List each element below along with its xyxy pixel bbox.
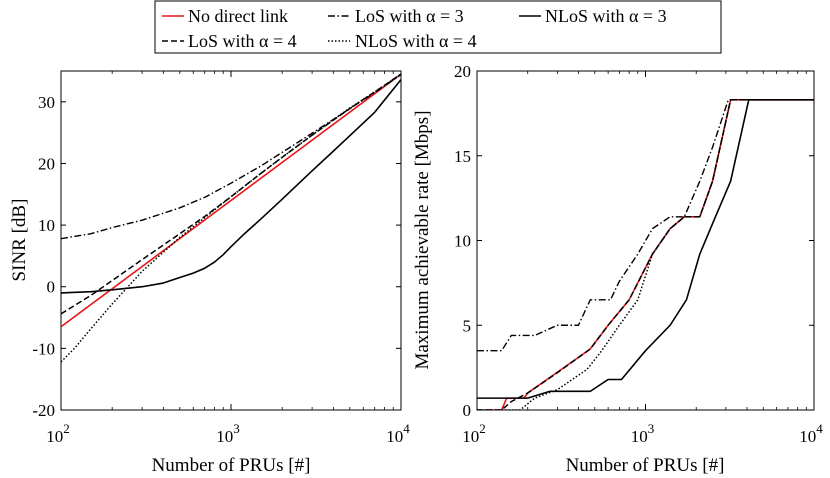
sinr-series-line-4	[61, 73, 401, 315]
rate-y-tick-label: 0	[463, 401, 472, 420]
sinr-series-line-2	[61, 74, 401, 240]
rate-x-tick-label: 104	[799, 421, 823, 446]
rate-panel: 0 5 10 15 20 102 103 104 Number of PRUs [#] Max…	[412, 62, 823, 476]
rate-series-line-5	[477, 99, 814, 410]
sinr-series-line-1	[61, 73, 401, 328]
sinr-y-tick-label: 10	[38, 216, 55, 235]
sinr-x-tick-label: 104	[386, 421, 410, 446]
sinr-y-tick-label: -10	[32, 339, 55, 358]
sinr-x-axis-label: Number of PRUs [#]	[152, 455, 311, 476]
sinr-y-tick-label: -20	[32, 401, 55, 420]
rate-series-line-2	[477, 99, 814, 352]
rate-series-line-1	[477, 99, 814, 410]
sinr-series	[61, 73, 401, 363]
legend-entry-label-5: NLoS with α = 4	[355, 31, 477, 51]
rate-series	[477, 99, 814, 410]
sinr-series-line-5	[61, 73, 401, 363]
sinr-ticks: -20 -10 0 10 20 30 102 103 104	[32, 71, 410, 446]
rate-series-line-4	[477, 99, 814, 410]
rate-x-axis-label: Number of PRUs [#]	[566, 455, 725, 476]
rate-series-line-3	[477, 99, 814, 399]
rate-ticks: 0 5 10 15 20 102 103 104	[454, 62, 823, 446]
rate-y-tick-label: 15	[454, 147, 471, 166]
sinr-y-tick-label: 20	[38, 154, 55, 173]
rate-y-tick-label: 10	[454, 232, 471, 251]
sinr-series-line-3	[61, 79, 401, 294]
rate-y-tick-label: 5	[463, 316, 472, 335]
sinr-y-axis-label: SINR [dB]	[9, 199, 30, 282]
sinr-x-tick-label: 102	[46, 421, 70, 446]
sinr-y-tick-label: 0	[47, 278, 56, 297]
rate-plot-frame	[476, 70, 815, 411]
legend-entry-label-3: NLoS with α = 3	[545, 6, 667, 26]
rate-y-tick-label: 20	[454, 62, 471, 81]
legend-box	[154, 0, 722, 54]
sinr-x-tick-label: 103	[216, 421, 240, 446]
legend-entry-label-4: LoS with α = 4	[188, 31, 297, 51]
sinr-y-tick-label: 30	[38, 93, 55, 112]
legend-entry-label-2: LoS with α = 3	[355, 6, 464, 26]
rate-x-tick-label: 102	[462, 421, 486, 446]
sinr-panel: -20 -10 0 10 20 30 102 103 104 Number of PRUs [#…	[9, 70, 410, 476]
rate-x-tick-label: 103	[631, 421, 655, 446]
legend: No direct link LoS with α = 3 NLoS with α …	[154, 0, 722, 54]
legend-entry-label-1: No direct link	[188, 6, 288, 26]
sinr-plot-frame	[60, 70, 402, 411]
rate-y-axis-label: Maximum achievable rate [Mbps]	[412, 110, 433, 369]
